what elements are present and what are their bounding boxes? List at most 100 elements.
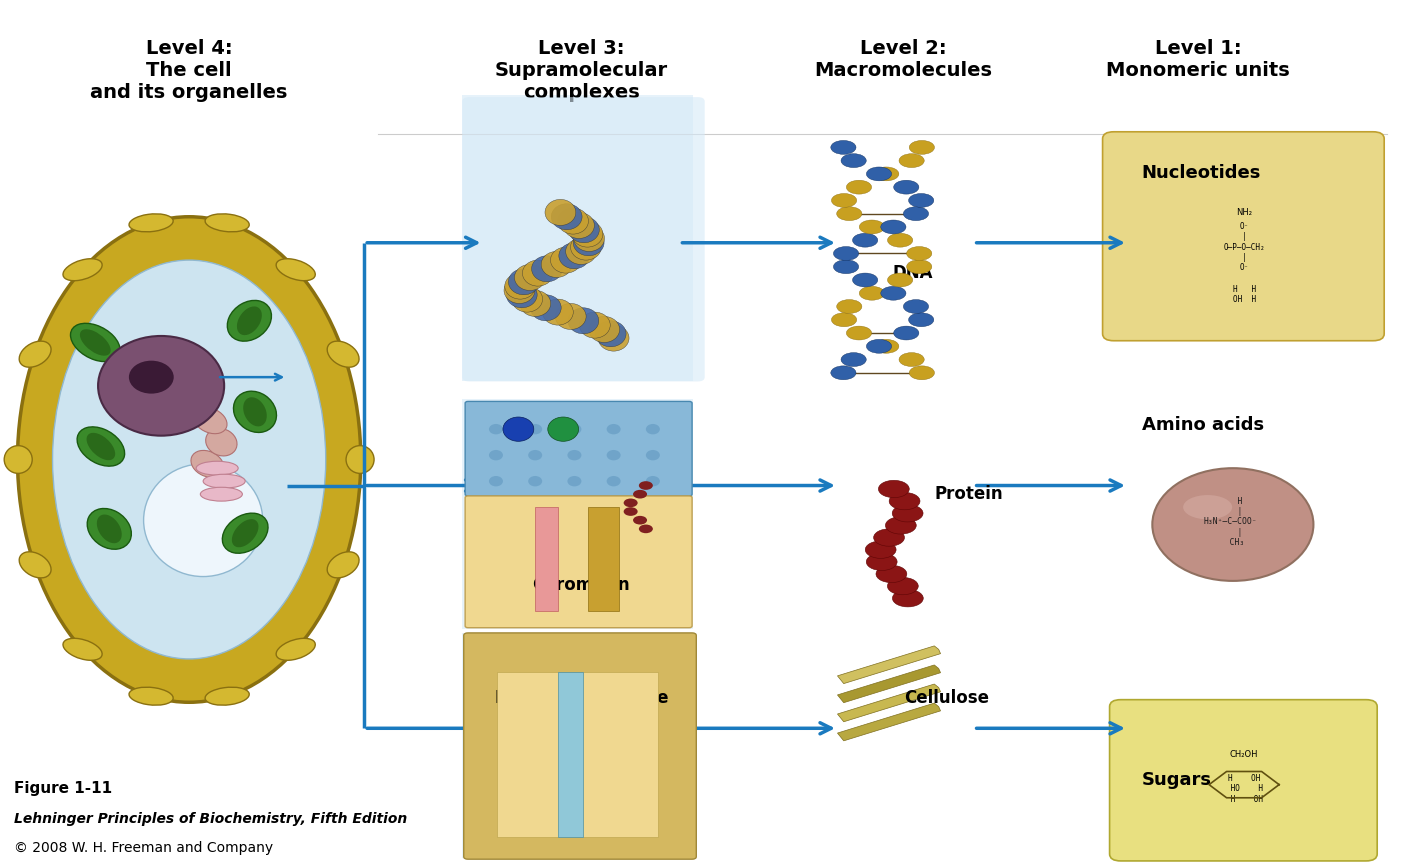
FancyBboxPatch shape	[1110, 700, 1377, 861]
Ellipse shape	[227, 300, 272, 342]
FancyArrow shape	[838, 703, 940, 740]
Ellipse shape	[588, 316, 619, 342]
Bar	[588, 507, 619, 611]
Ellipse shape	[98, 336, 224, 435]
Ellipse shape	[489, 424, 503, 434]
Ellipse shape	[573, 230, 604, 256]
Ellipse shape	[193, 407, 227, 434]
Ellipse shape	[506, 282, 537, 308]
Ellipse shape	[633, 490, 647, 499]
Text: Level 2:
Macromolecules: Level 2: Macromolecules	[814, 39, 993, 80]
Bar	[558, 672, 583, 837]
Ellipse shape	[489, 450, 503, 460]
Ellipse shape	[623, 507, 637, 516]
Ellipse shape	[595, 321, 626, 347]
Ellipse shape	[633, 516, 647, 525]
Ellipse shape	[63, 638, 102, 661]
Ellipse shape	[528, 424, 542, 434]
Ellipse shape	[866, 167, 891, 181]
Ellipse shape	[548, 417, 579, 441]
Ellipse shape	[859, 286, 884, 300]
Ellipse shape	[906, 246, 932, 260]
Ellipse shape	[545, 199, 576, 225]
Text: Cell wall: Cell wall	[542, 802, 621, 819]
Ellipse shape	[866, 541, 897, 558]
Ellipse shape	[276, 638, 315, 661]
Text: Level 3:
Supramolecular
complexes: Level 3: Supramolecular complexes	[495, 39, 668, 102]
Text: Chromatin: Chromatin	[532, 577, 630, 594]
Ellipse shape	[904, 206, 929, 220]
Ellipse shape	[191, 451, 224, 477]
Ellipse shape	[887, 273, 912, 287]
Ellipse shape	[885, 517, 916, 534]
FancyBboxPatch shape	[1103, 132, 1384, 341]
Ellipse shape	[87, 433, 115, 460]
Text: © 2008 W. H. Freeman and Company: © 2008 W. H. Freeman and Company	[14, 841, 273, 855]
Ellipse shape	[639, 525, 653, 533]
Ellipse shape	[906, 260, 932, 274]
Ellipse shape	[878, 480, 909, 498]
Ellipse shape	[904, 300, 929, 314]
Ellipse shape	[853, 273, 878, 287]
Ellipse shape	[205, 214, 249, 231]
Bar	[462, 399, 693, 629]
Text: Plasma membrane: Plasma membrane	[495, 689, 668, 707]
Ellipse shape	[580, 312, 611, 338]
FancyBboxPatch shape	[464, 633, 696, 859]
Ellipse shape	[77, 427, 125, 466]
Ellipse shape	[489, 476, 503, 486]
Text: NH₂: NH₂	[1236, 208, 1252, 217]
Ellipse shape	[894, 180, 919, 194]
Ellipse shape	[570, 234, 601, 260]
Ellipse shape	[834, 260, 859, 274]
Ellipse shape	[129, 688, 174, 705]
Ellipse shape	[328, 341, 359, 368]
Bar	[535, 507, 558, 611]
Ellipse shape	[551, 247, 581, 273]
Ellipse shape	[503, 417, 534, 441]
Ellipse shape	[646, 424, 660, 434]
FancyArrow shape	[838, 646, 940, 683]
Text: Cellulose: Cellulose	[904, 689, 989, 707]
Ellipse shape	[551, 204, 581, 230]
Ellipse shape	[859, 220, 884, 234]
Text: Level 1:
Monomeric units: Level 1: Monomeric units	[1105, 39, 1290, 80]
Text: O⁻
|
O—P—O—CH₂
|
O⁻: O⁻ | O—P—O—CH₂ | O⁻	[1223, 222, 1265, 272]
Text: H    OH
 HO    H
 H    OH: H OH HO H H OH	[1226, 774, 1262, 804]
Ellipse shape	[1153, 468, 1314, 581]
Ellipse shape	[70, 323, 120, 362]
Ellipse shape	[853, 233, 878, 247]
Ellipse shape	[899, 153, 925, 167]
Ellipse shape	[894, 326, 919, 340]
Ellipse shape	[887, 577, 918, 595]
Ellipse shape	[203, 474, 245, 488]
Ellipse shape	[866, 553, 897, 570]
Ellipse shape	[196, 461, 238, 475]
Ellipse shape	[890, 492, 920, 510]
Ellipse shape	[846, 326, 871, 340]
Ellipse shape	[841, 153, 866, 167]
Ellipse shape	[520, 290, 551, 316]
Ellipse shape	[607, 476, 621, 486]
Ellipse shape	[567, 450, 581, 460]
Text: Sugars: Sugars	[1142, 772, 1212, 789]
Ellipse shape	[567, 424, 581, 434]
Ellipse shape	[909, 140, 934, 154]
Ellipse shape	[528, 476, 542, 486]
Ellipse shape	[63, 258, 102, 281]
Ellipse shape	[831, 140, 856, 154]
Ellipse shape	[80, 329, 111, 355]
Text: CH₂OH: CH₂OH	[1230, 750, 1258, 759]
Ellipse shape	[4, 446, 32, 473]
Ellipse shape	[881, 220, 906, 234]
Ellipse shape	[87, 508, 132, 550]
Ellipse shape	[569, 217, 600, 243]
Ellipse shape	[206, 428, 237, 456]
Ellipse shape	[567, 308, 598, 334]
Ellipse shape	[541, 251, 572, 277]
Ellipse shape	[909, 193, 934, 207]
Ellipse shape	[231, 519, 259, 547]
Ellipse shape	[276, 258, 315, 281]
Ellipse shape	[504, 277, 535, 303]
Ellipse shape	[831, 366, 856, 380]
